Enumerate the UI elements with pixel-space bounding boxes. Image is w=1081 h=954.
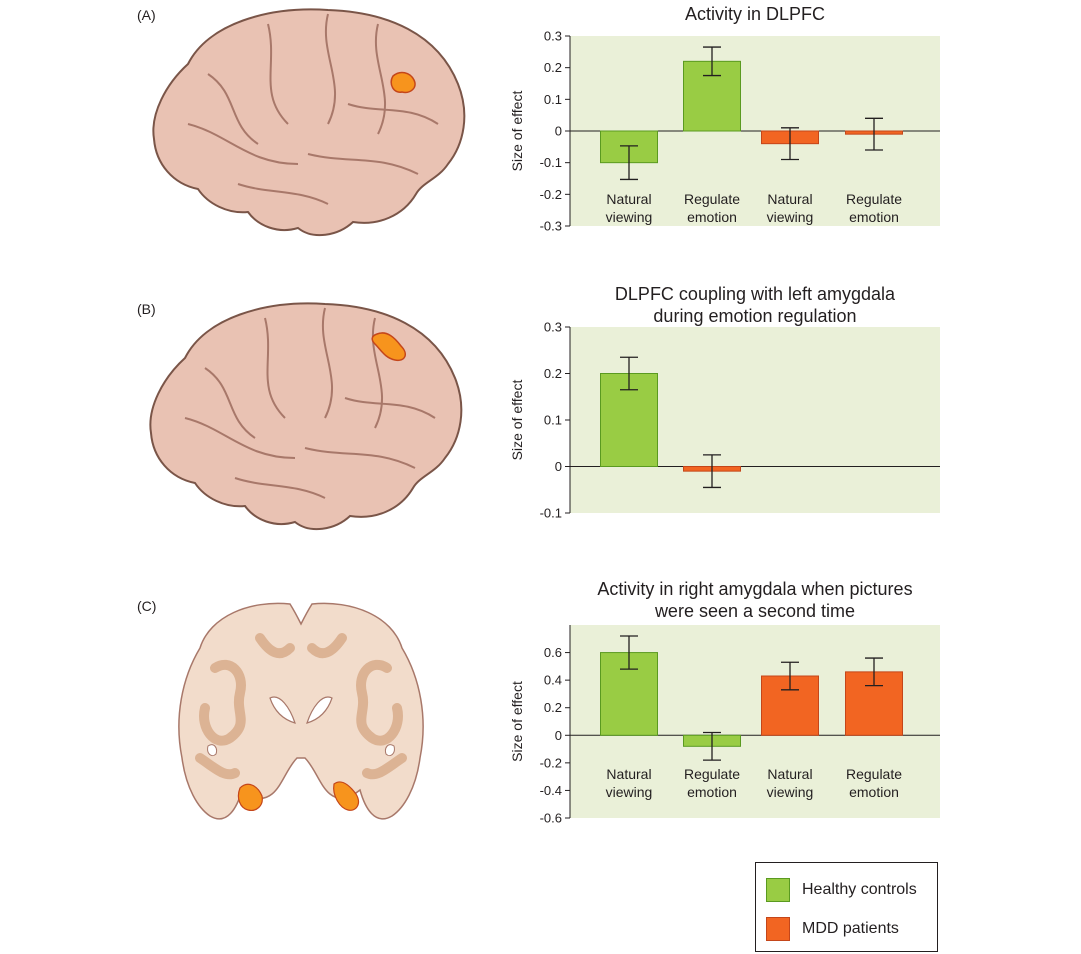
chart-b: DLPFC coupling with left amygdala during… bbox=[500, 280, 950, 521]
y-tick-label: 0 bbox=[555, 728, 562, 743]
y-axis-label: Size of effect bbox=[509, 681, 525, 762]
y-tick-label: -0.4 bbox=[540, 783, 562, 798]
panel-label-a: (A) bbox=[137, 7, 156, 23]
category-label: Natural bbox=[767, 766, 812, 782]
category-label: viewing bbox=[606, 209, 653, 225]
category-label: Regulate bbox=[846, 766, 902, 782]
y-tick-label: 0 bbox=[555, 459, 562, 474]
legend-item-healthy: Healthy controls bbox=[766, 877, 917, 903]
legend-swatch-mdd bbox=[766, 917, 790, 941]
y-tick-label: 0.2 bbox=[544, 60, 562, 75]
y-tick-label: 0.1 bbox=[544, 92, 562, 107]
category-label: Natural bbox=[606, 766, 651, 782]
chart-c-plot: -0.6 -0.4 -0.2 0 0.2 0.4 0.6 Size of effect Natu… bbox=[509, 625, 940, 826]
panel-label-b: (B) bbox=[137, 301, 156, 317]
category-label: emotion bbox=[687, 209, 737, 225]
y-tick-label: 0.2 bbox=[544, 366, 562, 381]
chart-c-title-line1: Activity in right amygdala when pictures bbox=[597, 579, 913, 599]
y-tick-label: 0.3 bbox=[544, 320, 562, 335]
category-label: Regulate bbox=[684, 191, 740, 207]
chart-b-title-line2: during emotion regulation bbox=[653, 306, 857, 326]
y-axis-label: Size of effect bbox=[509, 380, 525, 461]
chart-a-title: Activity in DLPFC bbox=[684, 4, 826, 24]
y-tick-label: 0.4 bbox=[544, 673, 562, 688]
category-label: emotion bbox=[849, 209, 899, 225]
y-tick-label: 0.1 bbox=[544, 413, 562, 428]
y-tick-label: -0.3 bbox=[540, 219, 562, 234]
brain-lateral-illustration-a bbox=[152, 8, 466, 237]
category-label: Regulate bbox=[846, 191, 902, 207]
category-label: emotion bbox=[687, 784, 737, 800]
legend: Healthy controls MDD patients bbox=[755, 862, 938, 952]
category-label: viewing bbox=[767, 784, 814, 800]
y-tick-label: 0.2 bbox=[544, 700, 562, 715]
y-tick-label: 0 bbox=[555, 124, 562, 139]
legend-label-mdd: MDD patients bbox=[802, 920, 899, 937]
chart-b-title: DLPFC coupling with left amygdala during… bbox=[570, 283, 940, 327]
chart-c-title: Activity in right amygdala when pictures… bbox=[570, 578, 940, 622]
chart-b-title-line1: DLPFC coupling with left amygdala bbox=[614, 284, 896, 304]
y-tick-label: 0.3 bbox=[544, 29, 562, 44]
chart-b-plot: -0.1 0 0.1 0.2 0.3 Size of effect bbox=[509, 320, 940, 521]
category-label: viewing bbox=[606, 784, 653, 800]
y-tick-label: -0.2 bbox=[540, 755, 562, 770]
category-label: emotion bbox=[849, 784, 899, 800]
category-label: Regulate bbox=[684, 766, 740, 782]
legend-item-mdd: MDD patients bbox=[766, 916, 899, 942]
y-tick-label: -0.6 bbox=[540, 811, 562, 826]
category-label: Natural bbox=[606, 191, 651, 207]
y-tick-label: -0.1 bbox=[540, 506, 562, 521]
brain-lateral-illustration-b bbox=[149, 302, 463, 531]
y-tick-label: -0.2 bbox=[540, 187, 562, 202]
panel-label-c: (C) bbox=[137, 598, 157, 614]
chart-a-plot: -0.3 -0.2 -0.1 0 0.1 0.2 0.3 Size of effect Natu… bbox=[509, 29, 940, 234]
chart-a: Activity in DLPFC -0.3 -0.2 -0.1 0 0.1 0.2 0.3… bbox=[500, 0, 950, 240]
y-tick-label: 0.6 bbox=[544, 645, 562, 660]
chart-c: Activity in right amygdala when pictures… bbox=[500, 575, 950, 826]
legend-swatch-healthy bbox=[766, 878, 790, 902]
legend-label-healthy: Healthy controls bbox=[802, 881, 917, 898]
brain-coronal-illustration-c bbox=[178, 602, 424, 820]
category-label: Natural bbox=[767, 191, 812, 207]
category-label: viewing bbox=[767, 209, 814, 225]
y-tick-label: -0.1 bbox=[540, 155, 562, 170]
y-axis-label: Size of effect bbox=[509, 91, 525, 172]
chart-c-title-line2: were seen a second time bbox=[654, 601, 856, 621]
